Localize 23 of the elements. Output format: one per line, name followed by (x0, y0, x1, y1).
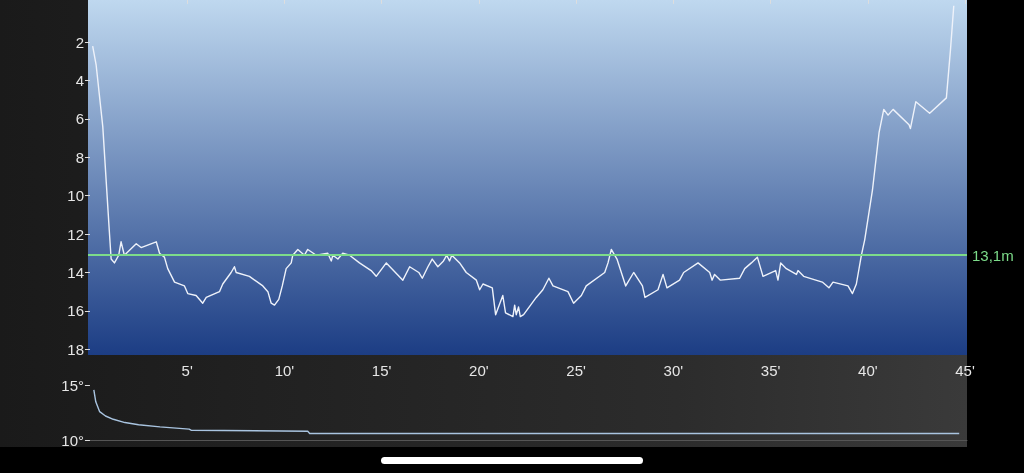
y-tick-label: 6 (75, 110, 84, 128)
y-tick-label: 14 (67, 263, 84, 281)
y-tick-label: 15° (61, 377, 84, 394)
y-tick-label: 10 (67, 187, 84, 205)
ref-line-label: 13,1m (972, 246, 1014, 264)
y-tick-label: 12 (67, 225, 84, 243)
y-tick-label: 16 (67, 302, 84, 320)
y-tick-label: 18 (67, 340, 84, 358)
x-tick-label: 25' (566, 362, 587, 379)
y-tick-label: 10° (61, 431, 84, 449)
line-series (93, 389, 960, 435)
y-tick-label: 4 (75, 72, 84, 90)
x-tick-label: 30' (663, 362, 684, 379)
x-tick-label: 15' (371, 362, 392, 379)
x-tick-label: 35' (760, 362, 781, 379)
x-tick-label: 40' (858, 362, 878, 379)
y-tick-label: 2 (75, 33, 84, 51)
x-tick-label: 5' (181, 362, 193, 379)
y-tick-label: 8 (75, 148, 84, 166)
x-tick-label: 20' (469, 362, 489, 379)
line-series (91, 5, 955, 318)
x-tick-label: 45' (955, 362, 975, 379)
x-tick-label: 10' (274, 362, 295, 379)
